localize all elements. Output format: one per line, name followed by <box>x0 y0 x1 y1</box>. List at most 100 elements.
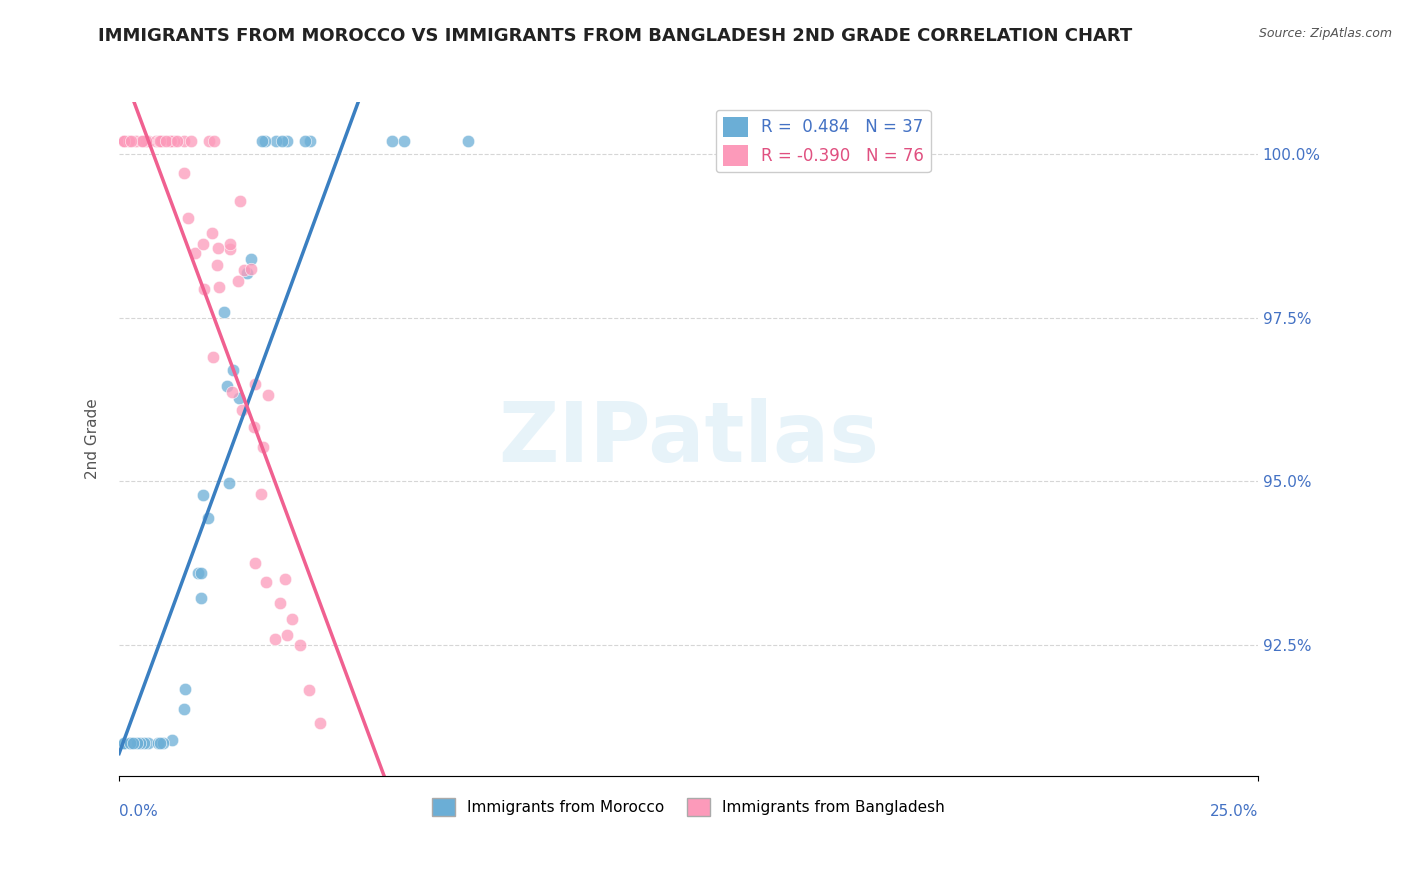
Point <box>396 802 419 816</box>
Point <box>276 628 298 642</box>
Point <box>374 802 396 816</box>
Point <box>266 134 288 148</box>
Point <box>412 802 434 816</box>
Point <box>516 802 538 816</box>
Legend: Immigrants from Morocco, Immigrants from Bangladesh: Immigrants from Morocco, Immigrants from… <box>426 791 950 822</box>
Point <box>191 237 214 252</box>
Point <box>202 134 225 148</box>
Point <box>312 802 335 816</box>
Point <box>231 402 253 417</box>
Point <box>125 134 148 148</box>
Point <box>118 736 141 750</box>
Point <box>118 736 141 750</box>
Text: ZIPatlas: ZIPatlas <box>498 399 879 479</box>
Point <box>176 211 198 226</box>
Point <box>298 682 321 697</box>
Point <box>129 736 152 750</box>
Point <box>239 252 262 266</box>
Point <box>269 596 291 610</box>
Point <box>131 134 153 148</box>
Point <box>135 134 157 148</box>
Point <box>202 351 225 365</box>
Point <box>132 134 155 148</box>
Point <box>190 591 212 605</box>
Point <box>288 638 311 652</box>
Point <box>309 802 332 816</box>
Point <box>152 134 174 148</box>
Point <box>219 242 242 256</box>
Point <box>457 134 479 148</box>
Point <box>117 134 139 148</box>
Point <box>254 574 277 589</box>
Point <box>180 134 202 148</box>
Y-axis label: 2nd Grade: 2nd Grade <box>86 399 100 479</box>
Point <box>145 134 167 148</box>
Point <box>125 736 148 750</box>
Point <box>319 802 342 816</box>
Point <box>253 134 276 148</box>
Point <box>207 240 229 254</box>
Point <box>112 134 135 148</box>
Point <box>112 134 135 148</box>
Point <box>112 134 135 148</box>
Point <box>162 134 184 148</box>
Point <box>257 388 280 402</box>
Point <box>503 802 526 816</box>
Point <box>155 134 177 148</box>
Point <box>228 391 250 405</box>
Point <box>212 305 235 319</box>
Point <box>149 134 172 148</box>
Text: 0.0%: 0.0% <box>120 804 157 819</box>
Point <box>160 134 183 148</box>
Point <box>339 802 361 816</box>
Point <box>218 476 240 491</box>
Point <box>419 802 441 816</box>
Point <box>250 134 273 148</box>
Point <box>270 134 292 148</box>
Point <box>281 611 304 625</box>
Point <box>314 802 336 816</box>
Point <box>166 134 188 148</box>
Point <box>197 134 219 148</box>
Point <box>149 736 172 750</box>
Point <box>222 362 245 376</box>
Point <box>221 384 243 399</box>
Point <box>173 134 195 148</box>
Point <box>357 802 380 816</box>
Point <box>252 440 274 454</box>
Point <box>134 736 156 750</box>
Point <box>229 194 252 208</box>
Point <box>316 794 339 808</box>
Point <box>298 134 321 148</box>
Point <box>380 134 402 148</box>
Point <box>392 134 415 148</box>
Point <box>201 226 224 240</box>
Point <box>121 736 143 750</box>
Point <box>138 134 160 148</box>
Point <box>245 377 267 392</box>
Point <box>411 802 433 816</box>
Point <box>276 134 298 148</box>
Point <box>263 632 285 646</box>
Point <box>215 379 238 393</box>
Point <box>205 258 228 272</box>
Point <box>367 802 389 816</box>
Point <box>148 736 170 750</box>
Point <box>314 802 336 816</box>
Point <box>245 556 267 570</box>
Point <box>184 245 207 260</box>
Point <box>148 134 170 148</box>
Point <box>136 736 159 750</box>
Point <box>228 274 250 288</box>
Point <box>190 566 212 580</box>
Point <box>330 802 353 816</box>
Point <box>187 566 209 581</box>
Text: Source: ZipAtlas.com: Source: ZipAtlas.com <box>1258 27 1392 40</box>
Point <box>149 134 172 148</box>
Point <box>150 134 173 148</box>
Text: IMMIGRANTS FROM MOROCCO VS IMMIGRANTS FROM BANGLADESH 2ND GRADE CORRELATION CHAR: IMMIGRANTS FROM MOROCCO VS IMMIGRANTS FR… <box>98 27 1133 45</box>
Point <box>159 134 181 148</box>
Point <box>347 802 370 816</box>
Point <box>112 736 135 750</box>
Point <box>208 280 231 294</box>
